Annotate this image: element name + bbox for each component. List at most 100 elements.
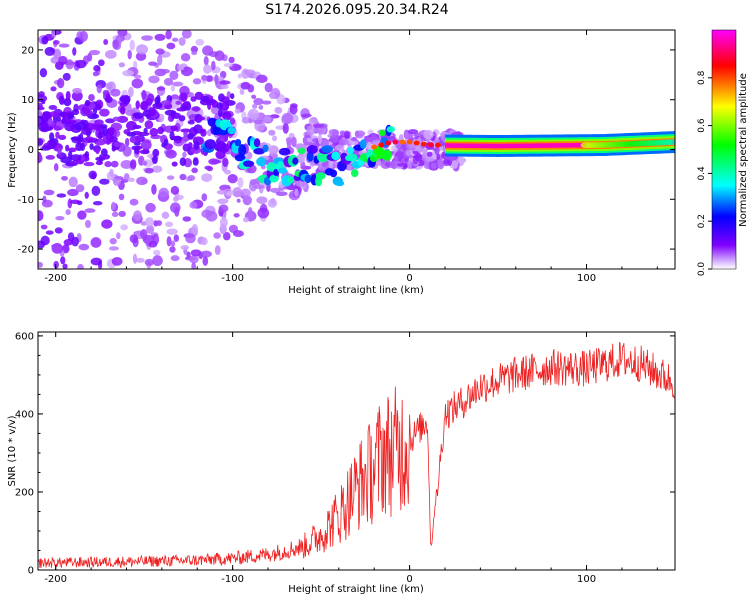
noise-speckle: [163, 77, 173, 86]
noise-speckle: [214, 50, 225, 62]
snr-series-line: [38, 341, 675, 569]
signal-cluster: [139, 149, 150, 155]
noise-speckle: [108, 246, 119, 251]
noise-speckle: [233, 64, 242, 71]
y-tick-label: 0: [28, 145, 34, 156]
noise-speckle: [173, 234, 180, 242]
signal-cluster: [107, 127, 115, 135]
signal-cluster: [126, 120, 137, 131]
noise-speckle: [99, 178, 110, 185]
noise-speckle: [78, 243, 90, 251]
noise-speckle: [52, 40, 60, 45]
noise-speckle: [154, 33, 166, 41]
y-tick-label: 200: [15, 487, 34, 498]
signal-cluster: [152, 102, 163, 109]
noise-speckle: [65, 209, 71, 216]
signal-cluster: [160, 100, 172, 106]
noise-speckle: [157, 54, 163, 66]
noise-speckle: [111, 256, 123, 266]
noise-speckle: [110, 201, 117, 211]
signal-cluster: [70, 154, 82, 161]
signal-cluster: [38, 138, 44, 146]
x-tick-label: -200: [44, 273, 67, 284]
noise-speckle: [92, 71, 99, 77]
ridge-blob: [238, 144, 247, 157]
signal-cluster: [172, 112, 181, 119]
noise-speckle: [123, 173, 130, 181]
noise-speckle: [127, 49, 132, 60]
noise-speckle: [256, 74, 268, 83]
noise-speckle: [129, 39, 135, 51]
signal-cluster: [75, 142, 83, 152]
signal-cluster: [58, 134, 67, 140]
noise-speckle: [414, 153, 423, 162]
ridge-peak: [399, 139, 406, 145]
noise-speckle: [370, 133, 377, 141]
signal-cluster: [126, 132, 137, 137]
noise-speckle: [258, 105, 264, 110]
noise-speckle: [56, 193, 67, 198]
noise-speckle: [317, 133, 323, 145]
signal-cluster: [211, 159, 222, 164]
snr-xlabel: Height of straight line (km): [288, 584, 424, 595]
noise-speckle: [170, 185, 180, 195]
signal-cluster: [161, 142, 166, 148]
signal-cluster: [149, 127, 159, 137]
signal-cluster: [170, 125, 178, 131]
signal-cluster: [40, 99, 46, 105]
noise-speckle: [423, 129, 434, 140]
noise-speckle: [129, 234, 139, 244]
signal-cluster: [70, 136, 81, 141]
signal-cluster: [47, 117, 53, 127]
signal-cluster: [229, 93, 235, 100]
noise-speckle: [191, 224, 199, 235]
signal-cluster: [45, 155, 56, 160]
noise-speckle: [291, 136, 297, 148]
noise-speckle: [61, 175, 68, 181]
signal-cluster: [143, 127, 148, 134]
noise-speckle: [396, 162, 407, 167]
signal-cluster: [48, 139, 57, 149]
ridge-blob: [278, 147, 291, 156]
noise-speckle: [97, 59, 105, 67]
x-tick-label: 0: [406, 574, 412, 585]
noise-speckle: [354, 130, 360, 138]
noise-speckle: [68, 176, 78, 188]
colorbar-tick-label: 0.4: [697, 166, 707, 181]
signal-cluster: [229, 117, 236, 125]
signal-cluster: [217, 108, 223, 118]
noise-speckle: [129, 198, 139, 206]
snr-ylabel: SNR (10 * v/v): [7, 415, 18, 486]
noise-speckle: [38, 110, 43, 117]
noise-speckle: [220, 84, 229, 90]
ridge-blob: [253, 148, 266, 155]
noise-speckle: [145, 224, 155, 234]
noise-speckle: [185, 233, 196, 244]
noise-speckle: [53, 163, 59, 172]
noise-speckle: [62, 263, 68, 269]
colorbar-gradient: [711, 29, 737, 270]
noise-speckle: [210, 104, 219, 115]
noise-speckle: [306, 137, 313, 143]
noise-speckle: [248, 108, 259, 120]
noise-speckle: [148, 61, 158, 66]
ridge-blob: [381, 149, 393, 161]
signal-cluster: [98, 154, 103, 164]
noise-speckle: [201, 173, 213, 182]
noise-speckle: [151, 184, 157, 195]
noise-speckle: [118, 62, 126, 68]
signal-cluster: [136, 145, 143, 150]
noise-speckle: [109, 168, 114, 177]
ridge-blob: [269, 174, 279, 183]
noise-speckle: [122, 70, 135, 77]
noise-speckle: [201, 193, 208, 202]
noise-speckle: [251, 103, 258, 109]
noise-speckle: [233, 213, 240, 218]
ridge-peak: [413, 140, 420, 146]
ridge-peak: [420, 141, 427, 147]
noise-speckle: [262, 115, 272, 123]
noise-speckle: [306, 125, 316, 136]
signal-cluster: [187, 120, 195, 125]
noise-speckle: [144, 217, 154, 227]
